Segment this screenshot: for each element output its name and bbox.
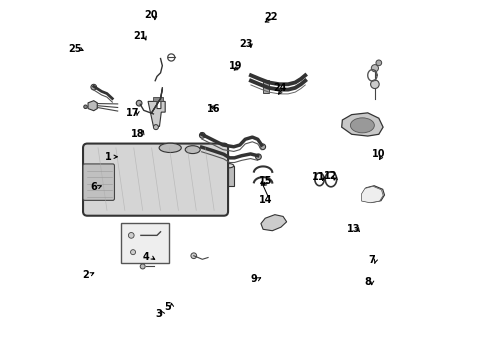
Text: 7: 7 — [367, 255, 374, 265]
Text: 25: 25 — [68, 44, 81, 54]
Text: 13: 13 — [346, 224, 360, 234]
Text: 12: 12 — [324, 171, 337, 181]
Bar — [263, 80, 268, 93]
Text: 14: 14 — [258, 195, 271, 204]
Text: 9: 9 — [249, 274, 256, 284]
Circle shape — [370, 64, 378, 72]
Circle shape — [128, 233, 134, 238]
Circle shape — [370, 80, 378, 89]
Polygon shape — [261, 215, 286, 231]
Text: 21: 21 — [133, 31, 146, 41]
Polygon shape — [88, 101, 97, 111]
Ellipse shape — [185, 146, 200, 154]
Text: 17: 17 — [126, 108, 140, 118]
Text: 1: 1 — [105, 152, 112, 162]
FancyBboxPatch shape — [83, 144, 227, 216]
Circle shape — [91, 84, 97, 90]
Circle shape — [136, 100, 142, 106]
Text: 4: 4 — [142, 252, 149, 262]
Ellipse shape — [223, 163, 233, 168]
Circle shape — [130, 249, 135, 255]
Circle shape — [199, 145, 205, 151]
Bar — [223, 166, 233, 186]
Text: 2: 2 — [82, 270, 89, 280]
Text: 24: 24 — [272, 83, 285, 93]
Text: 23: 23 — [239, 39, 252, 49]
Polygon shape — [362, 186, 384, 203]
Circle shape — [153, 125, 158, 130]
Bar — [152, 97, 163, 101]
Text: 10: 10 — [371, 149, 385, 159]
Circle shape — [255, 154, 261, 159]
Circle shape — [83, 105, 87, 109]
Text: 22: 22 — [264, 13, 278, 22]
Polygon shape — [361, 186, 383, 203]
Text: 16: 16 — [207, 104, 221, 114]
Circle shape — [375, 60, 381, 66]
Text: 8: 8 — [364, 277, 370, 287]
Text: 18: 18 — [131, 129, 144, 139]
Polygon shape — [148, 102, 165, 126]
Circle shape — [199, 132, 205, 138]
Circle shape — [259, 144, 265, 150]
Text: 3: 3 — [155, 309, 162, 319]
Circle shape — [140, 264, 145, 269]
Text: 5: 5 — [164, 302, 171, 312]
Circle shape — [190, 253, 196, 258]
Ellipse shape — [159, 143, 181, 153]
Text: 6: 6 — [90, 182, 97, 192]
FancyBboxPatch shape — [83, 164, 114, 201]
Text: 19: 19 — [228, 62, 242, 71]
Text: 11: 11 — [311, 172, 325, 182]
Bar — [121, 223, 169, 263]
Text: 20: 20 — [144, 10, 157, 20]
Text: 15: 15 — [258, 176, 271, 186]
Ellipse shape — [350, 118, 374, 133]
Polygon shape — [341, 113, 382, 136]
